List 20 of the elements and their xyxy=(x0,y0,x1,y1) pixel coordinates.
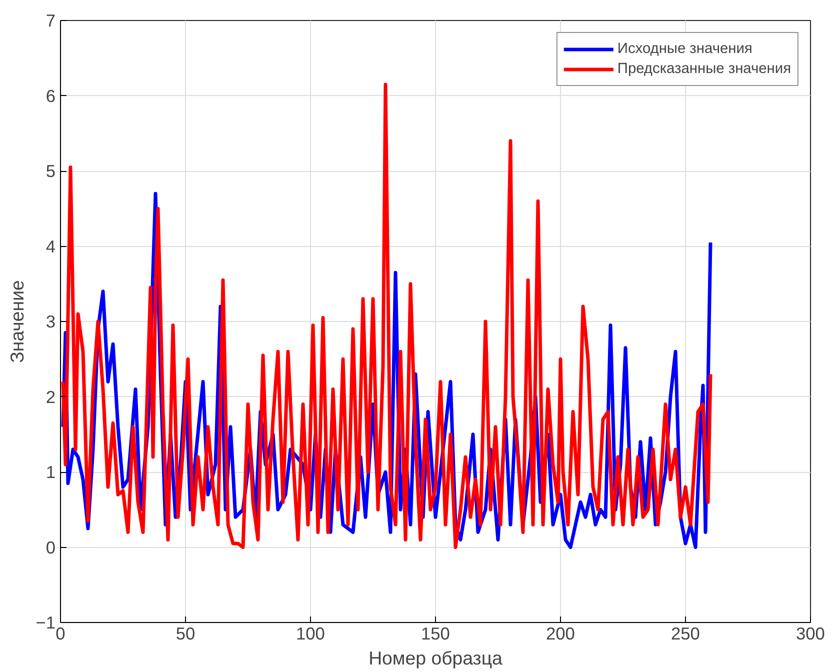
y-tick-label: 0 xyxy=(46,537,56,558)
legend-label: Исходные значения xyxy=(617,41,752,57)
x-tick-label: 300 xyxy=(796,624,825,644)
x-tick-label: 150 xyxy=(421,624,450,644)
y-tick-label: 2 xyxy=(46,386,56,407)
x-tick-label: 50 xyxy=(176,624,196,644)
x-tick-label: 200 xyxy=(546,624,575,644)
x-tick-label: 250 xyxy=(671,624,700,644)
y-tick-label: 5 xyxy=(46,161,56,181)
y-axis-title: Значение xyxy=(6,280,28,363)
x-tick-label: 100 xyxy=(296,624,325,644)
y-tick-label: 6 xyxy=(46,86,56,106)
y-tick-label: 4 xyxy=(46,236,56,256)
y-tick-label: −1 xyxy=(36,612,56,632)
y-tick-label: 3 xyxy=(46,312,56,332)
y-tick-label: 1 xyxy=(46,462,56,482)
legend-label: Предсказанные значения xyxy=(617,61,791,77)
line-series xyxy=(61,82,712,549)
x-axis-title: Номер образца xyxy=(368,648,504,668)
y-tick-label: 7 xyxy=(46,10,56,30)
